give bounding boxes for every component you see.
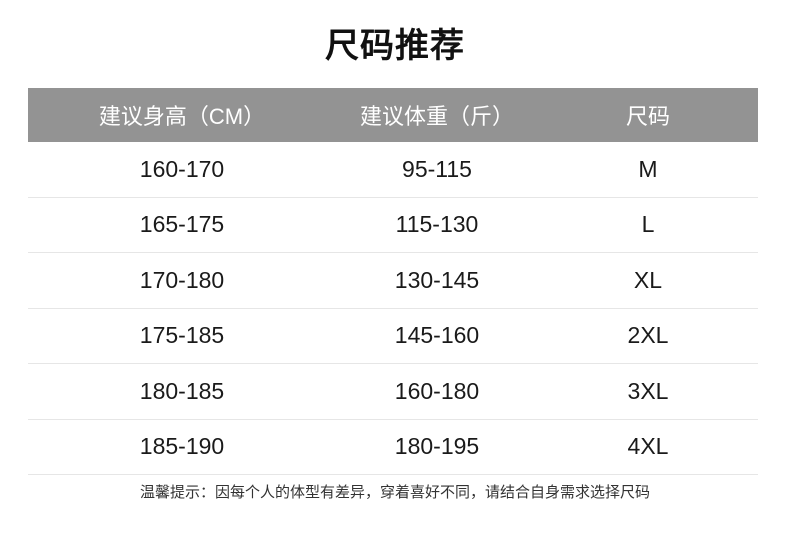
weight-cell: 160-180 bbox=[394, 377, 480, 404]
table-row: 165-175 115-130 L bbox=[28, 198, 758, 253]
header-weight: 建议体重（斤） bbox=[359, 104, 514, 129]
size-table: 建议身高（CM） 建议体重（斤） 尺码 160-170 95-115 M 165-17… bbox=[28, 88, 758, 475]
size-cell: 4XL bbox=[627, 433, 669, 460]
height-cell: 160-170 bbox=[139, 155, 225, 182]
size-cell: 3XL bbox=[627, 377, 669, 404]
size-cell: XL bbox=[633, 266, 663, 293]
size-cell: M bbox=[638, 155, 658, 182]
weight-cell: 145-160 bbox=[394, 322, 480, 349]
height-cell: 185-190 bbox=[139, 433, 225, 460]
height-cell: 165-175 bbox=[139, 211, 225, 238]
table-row: 170-180 130-145 XL bbox=[28, 253, 758, 309]
table-row: 185-190 180-195 4XL bbox=[28, 420, 758, 475]
weight-cell: 180-195 bbox=[394, 433, 480, 460]
table-row: 180-185 160-180 3XL bbox=[28, 364, 758, 420]
height-cell: 180-185 bbox=[139, 377, 225, 404]
table-row: 160-170 95-115 M bbox=[28, 142, 758, 198]
table-header: 建议身高（CM） 建议体重（斤） 尺码 bbox=[28, 88, 758, 142]
height-cell: 175-185 bbox=[139, 322, 225, 349]
size-cell: L bbox=[641, 211, 655, 238]
header-size: 尺码 bbox=[625, 104, 670, 129]
height-cell: 170-180 bbox=[139, 266, 225, 293]
weight-cell: 130-145 bbox=[394, 266, 480, 293]
weight-cell: 95-115 bbox=[402, 155, 472, 182]
table-row: 175-185 145-160 2XL bbox=[28, 309, 758, 364]
weight-cell: 115-130 bbox=[395, 211, 479, 238]
size-cell: 2XL bbox=[627, 322, 669, 349]
footer-note: 温馨提示：因每个人的体型有差异，穿着喜好不同，请结合自身需求选择尺码 bbox=[139, 483, 650, 501]
header-height: 建议身高（CM） bbox=[98, 104, 266, 129]
page-title: 尺码推荐 bbox=[325, 26, 465, 66]
